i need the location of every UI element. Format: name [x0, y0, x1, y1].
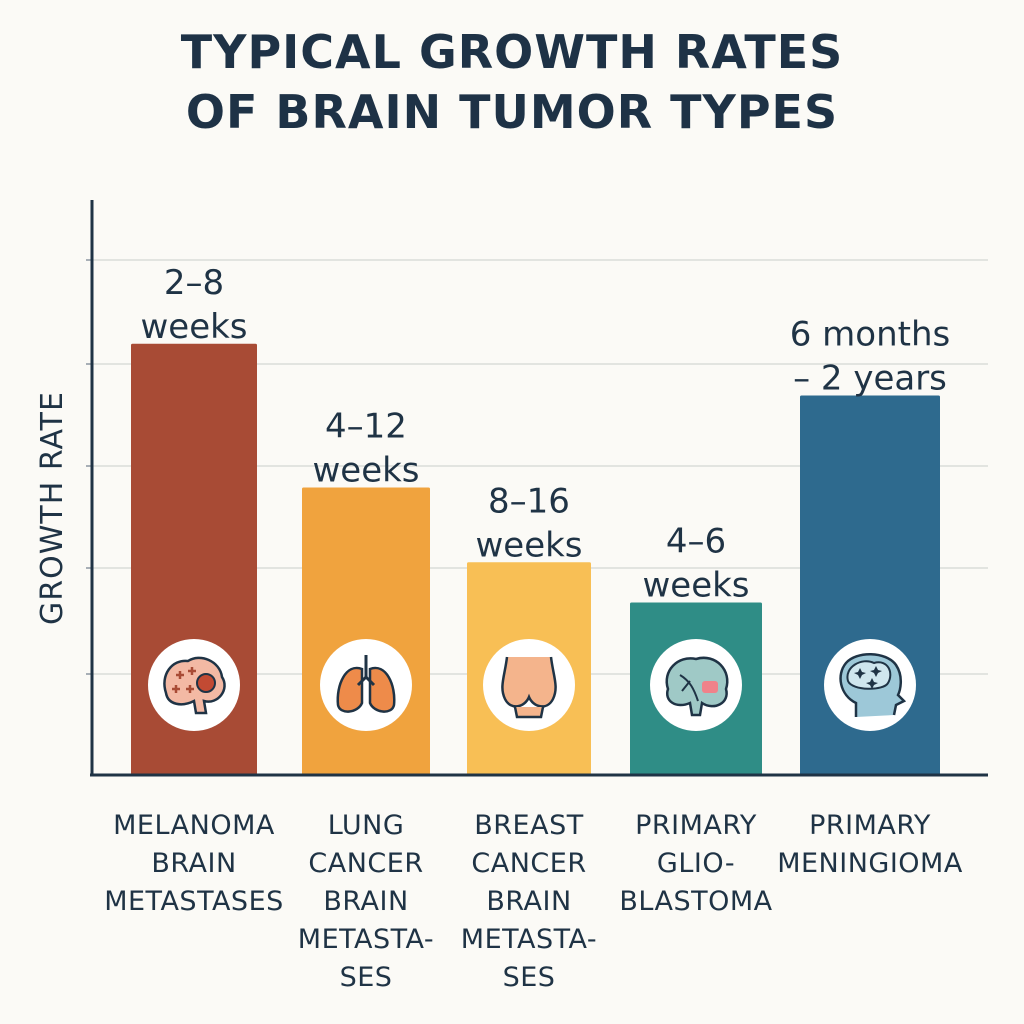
category-label-line: CANCER — [308, 848, 423, 879]
category-label: PRIMARY MENINGIOMA — [777, 810, 963, 879]
category-label-line: CANCER — [471, 848, 586, 879]
category-label-line: BRAIN — [323, 886, 408, 917]
category-label-line: SES — [340, 962, 393, 993]
category-label-line: MELANOMA — [113, 810, 275, 841]
bar-value-label: 4–6 — [666, 522, 726, 562]
brain-tumor-icon — [163, 656, 226, 715]
category-labels: MELANOMABRAINMETASTASESLUNGCANCERBRAINME… — [104, 810, 963, 993]
brain-glioma-icon — [665, 656, 729, 717]
bar-value-label: weeks — [312, 451, 419, 491]
bar-value-label: – 2 years — [793, 359, 947, 399]
lungs-icon — [336, 655, 396, 713]
bar-value-label: weeks — [140, 307, 247, 347]
axes — [90, 200, 988, 777]
bar-value-label: weeks — [475, 525, 582, 565]
category-label-line: MENINGIOMA — [777, 848, 963, 879]
bar-group: 6 months– 2 years — [790, 315, 951, 775]
category-label-line: SES — [503, 962, 556, 993]
chart-title: TYPICAL GROWTH RATES OF BRAIN TUMOR TYPE… — [0, 22, 1024, 142]
category-label: BREAST CANCER BRAIN METASTA- SES — [461, 810, 597, 993]
bar — [302, 487, 430, 775]
category-label-line: METASTA- — [298, 924, 434, 955]
bar-value-label: weeks — [642, 566, 749, 606]
head-brain-icon — [839, 653, 907, 717]
chart-title-line-2: OF BRAIN TUMOR TYPES — [185, 85, 839, 139]
category-label-line: LUNG — [328, 810, 405, 841]
category-label-line: METASTASES — [104, 886, 284, 917]
breast-icon — [501, 656, 557, 719]
y-axis-label: GROWTH RATE — [35, 391, 70, 625]
category-label-line: PRIMARY — [809, 810, 931, 841]
category-label-line: GLIO- — [657, 848, 735, 879]
category-label-line: PRIMARY — [635, 810, 757, 841]
chart-title-line-1: TYPICAL GROWTH RATES — [180, 25, 844, 79]
category-label-line: BREAST — [474, 810, 583, 841]
bar-value-label: 4–12 — [325, 407, 407, 447]
bar-value-label: 8–16 — [488, 481, 570, 521]
category-label-line: BRAIN — [151, 848, 236, 879]
category-label-line: BLASTOMA — [619, 886, 772, 917]
category-label: PRIMARY GLIO- BLASTOMA — [619, 810, 772, 917]
bar-value-label: 6 months — [790, 315, 951, 355]
category-label: LUNG CANCER BRAIN METASTA- SES — [298, 810, 434, 993]
category-label-line: METASTA- — [461, 924, 597, 955]
category-label-line: BRAIN — [486, 886, 571, 917]
bar-value-label: 2–8 — [164, 263, 224, 303]
icon-circle — [320, 639, 412, 731]
category-label: MELANOMA BRAIN METASTASES — [104, 810, 284, 917]
